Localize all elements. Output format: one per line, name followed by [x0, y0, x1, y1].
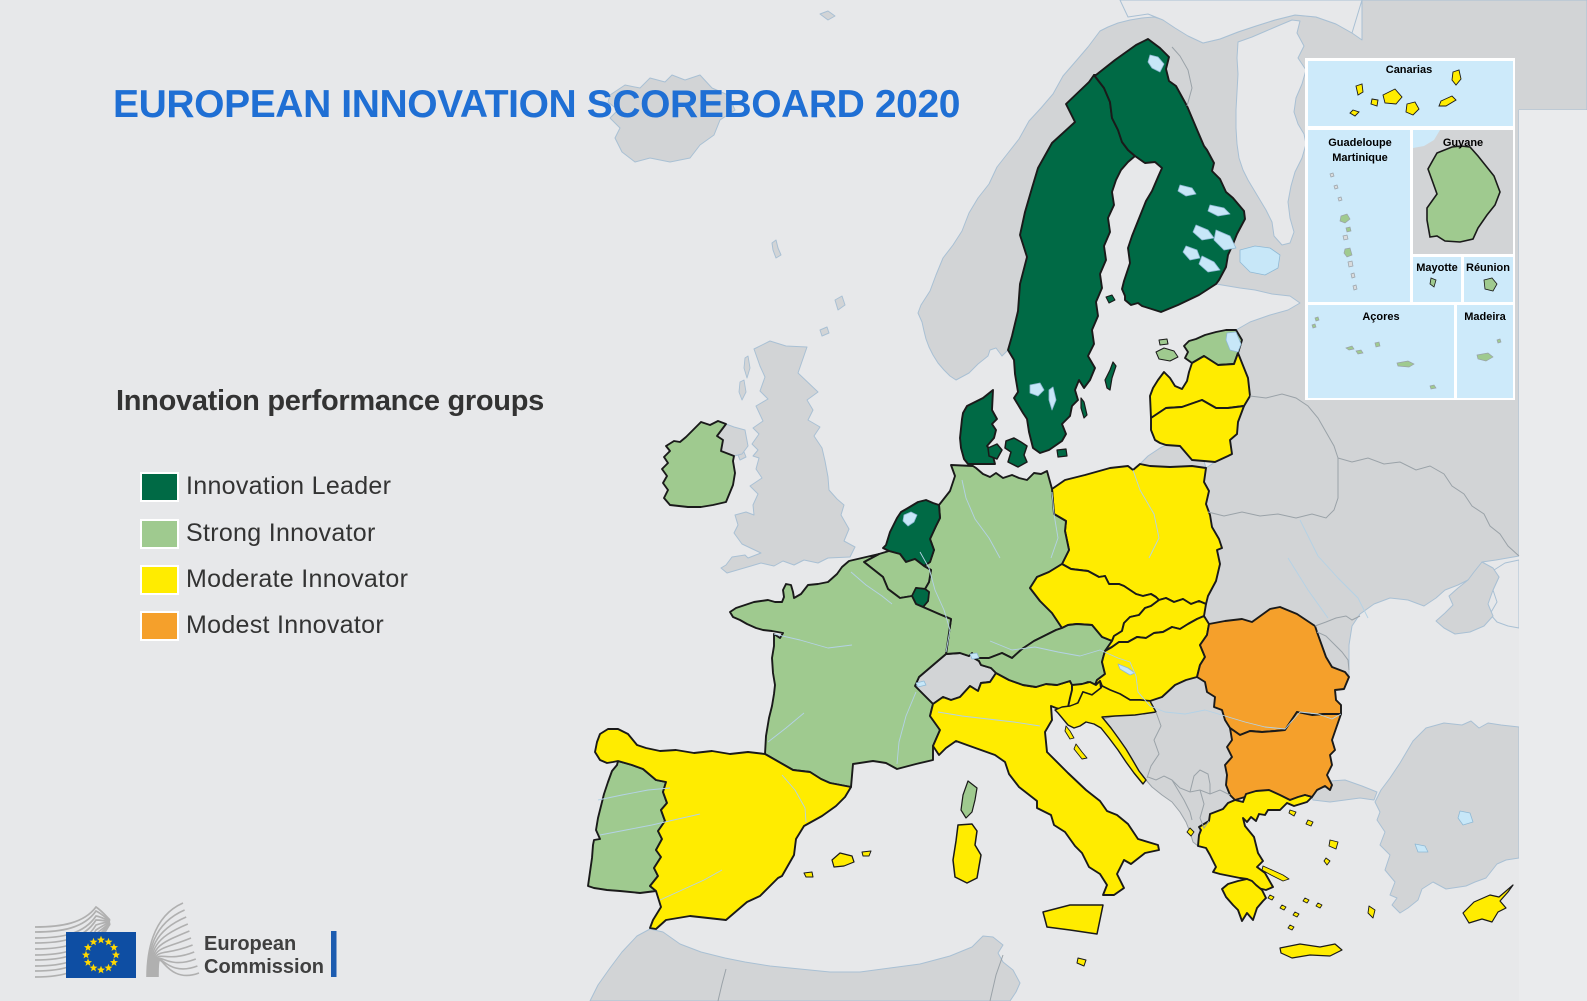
svg-text:Martinique: Martinique: [1332, 152, 1388, 164]
svg-text:Canarias: Canarias: [1386, 64, 1432, 76]
svg-text:Mayotte: Mayotte: [1416, 262, 1458, 274]
svg-text:Réunion: Réunion: [1466, 262, 1510, 274]
svg-text:Madeira: Madeira: [1464, 311, 1506, 323]
svg-text:Açores: Açores: [1362, 311, 1399, 323]
svg-text:Guadeloupe: Guadeloupe: [1328, 137, 1392, 149]
svg-text:Guyane: Guyane: [1443, 137, 1483, 149]
